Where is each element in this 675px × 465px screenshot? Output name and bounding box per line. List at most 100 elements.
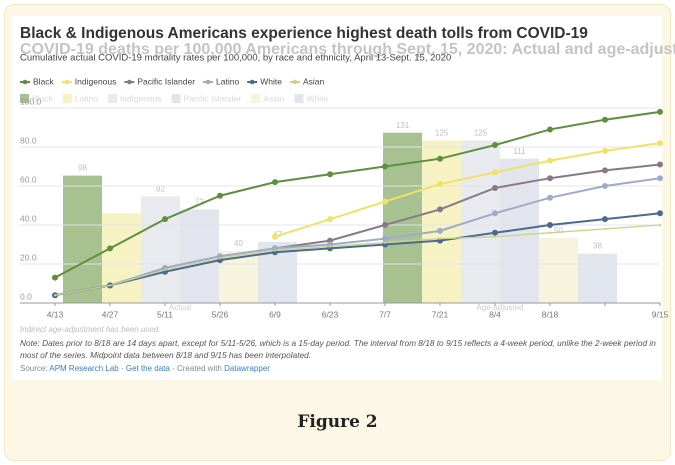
chart: COVID-19 deaths per 100,000 Americans th… xyxy=(20,25,675,334)
x-tick-label: 4/27 xyxy=(102,309,119,319)
x-tick-label: 8/4 xyxy=(489,309,501,319)
point xyxy=(272,179,278,186)
y-tick-label: 100.0 xyxy=(20,96,42,106)
bar xyxy=(578,253,617,303)
group-label: Age-adjusted xyxy=(476,303,523,312)
legend-label: Indigenous xyxy=(75,76,117,86)
line-layer: 0.0 20.0 40.0 60.0 80.0 100.0 4/13 4/27 5/11 5/26… xyxy=(20,76,669,319)
value-label: 50 xyxy=(554,226,563,235)
x-tick-label: 7/7 xyxy=(379,309,391,319)
point xyxy=(52,274,58,281)
point xyxy=(382,163,388,170)
legend-marker xyxy=(249,79,255,85)
caption: Figure 2 xyxy=(297,412,378,432)
point xyxy=(658,223,662,227)
point xyxy=(272,233,278,240)
point xyxy=(492,169,498,176)
point xyxy=(602,183,608,189)
value-label: 47 xyxy=(273,230,282,239)
point xyxy=(163,268,167,272)
point xyxy=(382,235,388,242)
legend-swatch xyxy=(62,94,72,103)
x-tick-label: 9/15 xyxy=(652,309,669,319)
legend-label: White xyxy=(260,76,282,86)
point xyxy=(438,237,442,240)
tool-link[interactable]: Datawrapper xyxy=(224,364,270,373)
y-tick-label: 0.0 xyxy=(20,291,32,301)
value-label: 72 xyxy=(195,198,204,207)
y-tick-label: 80.0 xyxy=(20,135,37,145)
legend-label: Black xyxy=(32,93,54,103)
point xyxy=(657,140,663,147)
legend-marker xyxy=(22,79,28,85)
point xyxy=(547,194,553,201)
legend-label: Indigenous xyxy=(120,93,162,103)
point xyxy=(273,249,277,252)
point xyxy=(548,231,552,234)
point xyxy=(493,235,497,238)
y-tick-label: 60.0 xyxy=(20,174,37,184)
legend-label: Pacific Islander xyxy=(137,76,195,86)
point xyxy=(547,157,553,164)
chart-title: Black & Indigenous Americans experience … xyxy=(20,25,588,42)
source-link[interactable]: APM Research Lab xyxy=(49,364,119,373)
legend-swatch xyxy=(20,94,29,103)
point xyxy=(547,222,553,228)
legend-label: White xyxy=(306,93,328,103)
point xyxy=(603,227,607,231)
point xyxy=(53,294,57,297)
point xyxy=(383,241,387,244)
legend-label: Pacific Islander xyxy=(184,93,242,103)
value-label: 82 xyxy=(156,185,165,194)
point xyxy=(437,206,443,213)
legend-marker xyxy=(64,79,70,85)
tool-prefix: Created with xyxy=(176,364,222,373)
point xyxy=(602,147,608,154)
value-label: 111 xyxy=(513,147,526,156)
group-label: Actual xyxy=(169,303,191,312)
bar xyxy=(539,238,578,303)
series-line xyxy=(274,142,661,238)
legend-marker xyxy=(292,79,298,85)
point xyxy=(108,284,112,287)
legend-label: Asian xyxy=(303,76,325,86)
legend-swatch xyxy=(251,94,261,103)
point xyxy=(162,216,168,223)
legend-swatch xyxy=(171,94,181,103)
x-tick-label: 7/21 xyxy=(432,309,449,319)
point xyxy=(327,216,333,223)
legend-marker xyxy=(205,79,211,85)
value-label: 40 xyxy=(234,239,243,248)
note: Note: Dates prior to 8/18 are 14 days ap… xyxy=(20,338,656,360)
x-tick-label: 8/18 xyxy=(542,309,559,319)
point xyxy=(547,175,553,182)
point xyxy=(602,167,608,174)
legend-label: Latino xyxy=(216,76,239,86)
point xyxy=(547,126,553,133)
point xyxy=(327,171,333,178)
value-label: 125 xyxy=(435,129,449,138)
legend-marker xyxy=(127,79,132,85)
point xyxy=(437,155,443,162)
bar xyxy=(422,140,461,303)
legend-label: Latino xyxy=(75,93,98,103)
bar xyxy=(180,209,219,303)
bar xyxy=(141,196,180,303)
point xyxy=(492,210,498,217)
point xyxy=(657,108,663,115)
value-label: 98 xyxy=(78,164,87,173)
point xyxy=(657,210,663,217)
point xyxy=(602,116,608,123)
bar xyxy=(383,132,422,303)
x-tick-label: 5/26 xyxy=(212,309,229,319)
annotation: Indirect age-adjustment has been used. xyxy=(20,325,161,334)
point xyxy=(382,198,388,205)
point xyxy=(492,142,498,149)
point xyxy=(437,181,443,188)
point xyxy=(492,184,498,191)
source: Source: APM Research Lab · Get the data … xyxy=(20,364,270,373)
bar-layer: Actual 98 82 72 40 47 Age-adjusted 131 125 125 111… xyxy=(20,93,617,312)
x-tick-label: 6/9 xyxy=(269,309,281,319)
data-link[interactable]: Get the data xyxy=(125,364,170,373)
